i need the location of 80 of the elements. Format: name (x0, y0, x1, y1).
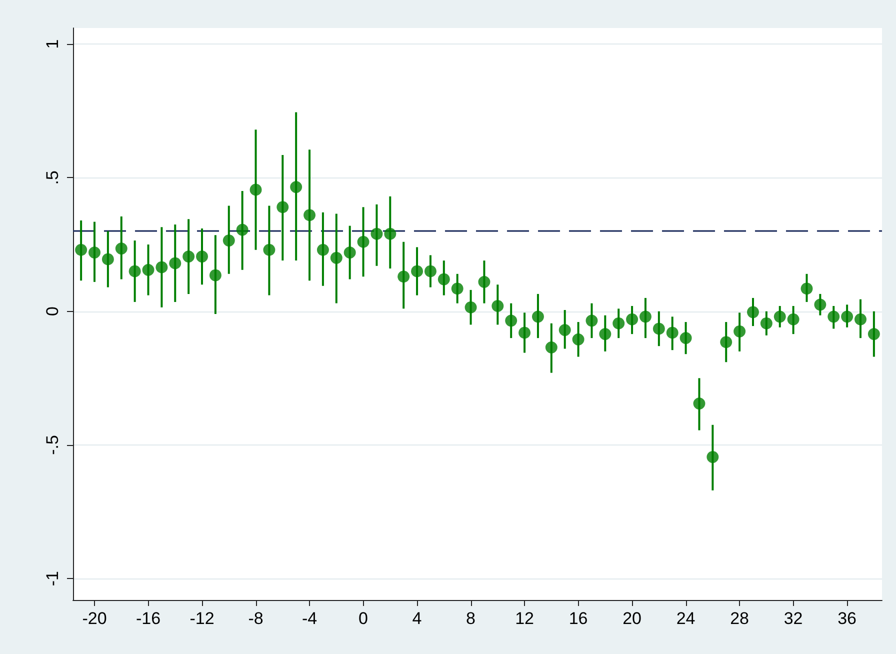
point (854, 313, 866, 326)
point (182, 250, 195, 263)
x-tick-label: 36 (838, 609, 857, 628)
point (747, 306, 759, 318)
point (505, 314, 518, 327)
point (666, 326, 678, 339)
x-tick-label: 16 (568, 609, 588, 628)
point (411, 265, 424, 278)
x-tick-label: 4 (412, 609, 422, 628)
x-tick-label: 28 (730, 609, 750, 628)
point (169, 257, 182, 270)
point (828, 310, 840, 323)
point (424, 265, 436, 278)
point (222, 234, 235, 246)
point (734, 325, 746, 338)
x-tick-label: 12 (515, 609, 534, 628)
point (586, 314, 598, 327)
point (88, 246, 100, 259)
point (357, 236, 370, 248)
point (102, 253, 114, 266)
y-tick-label: .5 (43, 170, 62, 185)
point (398, 270, 410, 283)
point (384, 228, 396, 240)
point (680, 332, 692, 344)
point (75, 244, 88, 256)
point (532, 310, 544, 323)
y-tick-label: 1 (43, 39, 62, 49)
point (464, 301, 477, 314)
point (276, 201, 289, 214)
point (478, 276, 490, 288)
y-tick-label: -1 (43, 571, 62, 586)
x-tick-label: -20 (82, 609, 107, 628)
point (128, 265, 141, 278)
x-tick-label: -8 (248, 609, 264, 628)
x-tick-label: -4 (302, 609, 318, 628)
point (720, 336, 732, 348)
point (626, 313, 638, 326)
point (156, 261, 168, 274)
x-tick-label: 24 (676, 609, 696, 628)
point (800, 282, 813, 295)
y-tick-label: 0 (43, 306, 62, 316)
point (451, 282, 464, 295)
point (639, 310, 652, 323)
point (344, 246, 356, 259)
point (558, 324, 571, 336)
point (774, 310, 786, 323)
point (572, 333, 584, 346)
point (263, 244, 276, 256)
point (868, 328, 880, 340)
x-tick-label: 32 (784, 609, 803, 628)
x-tick-label: 0 (358, 609, 368, 628)
y-tick-label: -.5 (43, 435, 62, 455)
point (612, 317, 625, 330)
point (652, 322, 665, 335)
point (250, 184, 262, 196)
point (142, 264, 154, 276)
point (196, 250, 208, 263)
point (841, 310, 854, 323)
point (787, 313, 800, 326)
point (236, 224, 248, 236)
x-tick-label: -16 (136, 609, 161, 628)
point (760, 317, 772, 330)
point (290, 181, 302, 194)
point (599, 328, 612, 340)
x-tick-label: 8 (466, 609, 476, 628)
point (316, 244, 329, 256)
point (492, 300, 504, 312)
point (115, 242, 128, 255)
point (438, 273, 450, 286)
point (706, 451, 719, 463)
point (330, 252, 342, 264)
point (370, 228, 383, 240)
point (545, 341, 558, 354)
point (693, 398, 706, 410)
x-tick-label: -12 (190, 609, 214, 628)
point (814, 298, 826, 311)
point (304, 209, 316, 222)
point (518, 326, 531, 339)
point (209, 269, 222, 282)
x-tick-label: 20 (622, 609, 642, 628)
